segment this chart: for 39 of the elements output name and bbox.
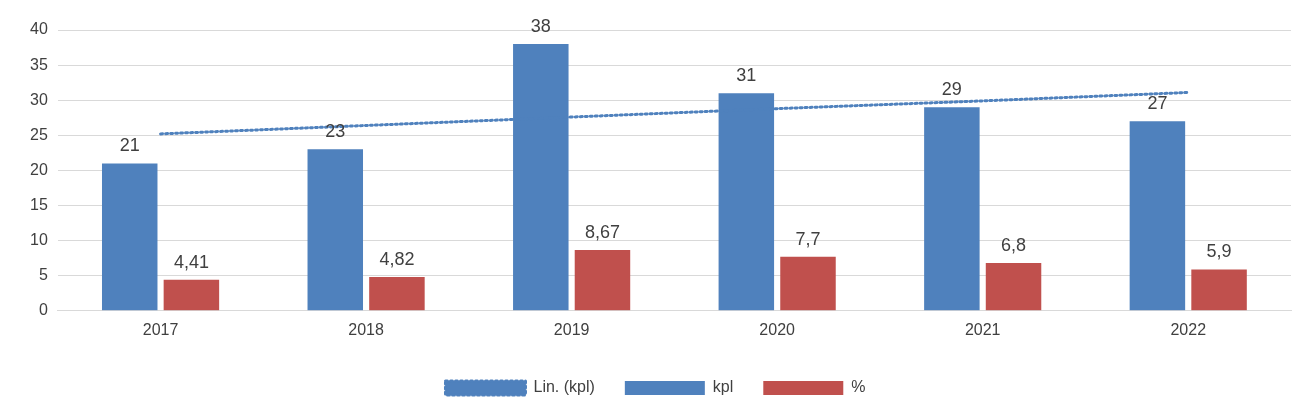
bar	[369, 276, 425, 311]
bar	[985, 263, 1042, 311]
y-tick-label: 5	[38, 266, 48, 284]
x-tick-label: 2018	[348, 320, 384, 338]
legend-label: Lin. (kpl)	[533, 378, 595, 396]
data-label: 7,7	[795, 228, 821, 249]
data-label: 38	[530, 16, 551, 37]
y-tick-label: 30	[30, 90, 48, 108]
x-tick-label: 2019	[553, 320, 590, 338]
x-tick-label: 2022	[1170, 320, 1207, 338]
y-tick-label: 20	[30, 160, 48, 178]
bar	[101, 163, 158, 311]
bar	[574, 249, 631, 311]
data-label: 5,9	[1206, 241, 1232, 262]
data-label: 4,82	[379, 248, 415, 269]
bar	[1191, 269, 1247, 311]
bar	[163, 279, 220, 311]
bar	[924, 107, 980, 311]
bar	[307, 149, 364, 311]
data-label: 31	[736, 65, 757, 86]
x-tick-label: 2021	[964, 320, 1001, 338]
data-label: 8,67	[584, 221, 620, 242]
data-label: 4,41	[173, 251, 209, 272]
data-label: 27	[1147, 93, 1168, 114]
y-tick-label: 10	[30, 231, 48, 249]
data-label: 6,8	[1001, 235, 1027, 256]
y-tick-label: 15	[30, 195, 48, 213]
data-label: 29	[941, 79, 962, 100]
y-tick-label: 35	[30, 55, 48, 73]
legend-label: %	[851, 378, 866, 396]
x-tick-label: 2017	[142, 320, 179, 338]
y-tick-label: 0	[38, 301, 48, 319]
y-tick-label: 40	[30, 20, 48, 38]
data-label: 21	[119, 135, 140, 156]
x-tick-label: 2020	[759, 320, 796, 338]
bar	[780, 256, 836, 311]
bar	[1129, 121, 1186, 311]
y-tick-label: 25	[30, 125, 48, 143]
legend-label: kpl	[712, 378, 734, 396]
